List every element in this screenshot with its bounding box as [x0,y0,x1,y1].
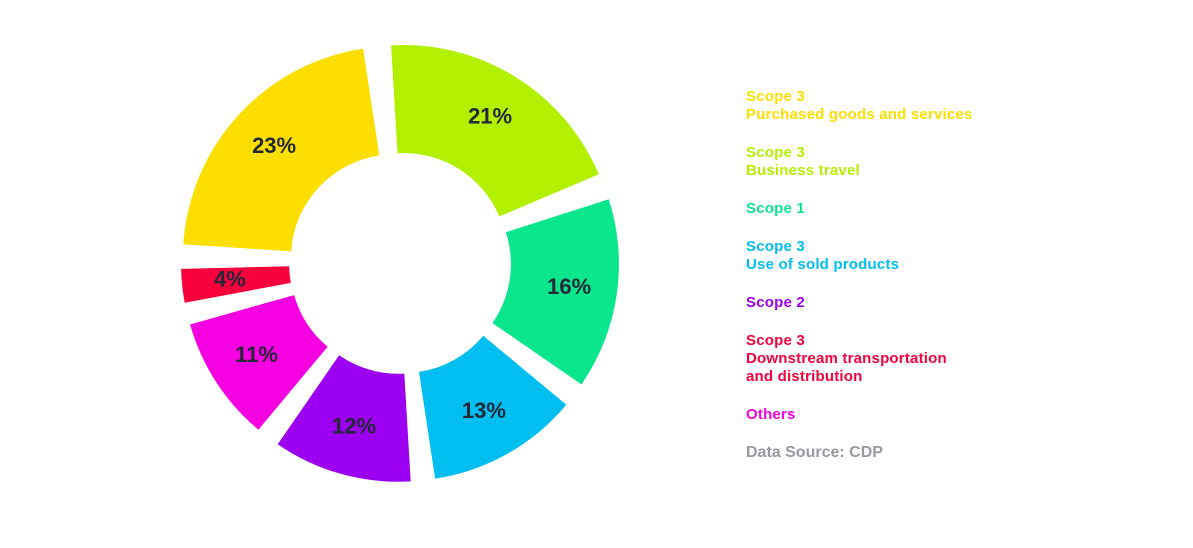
legend-item-label: Use of sold products [746,256,900,273]
legend-item: Others [746,406,1076,424]
donut-slice [391,45,599,217]
legend-item-label: Purchased goods and services [746,106,973,123]
donut-slice [183,48,380,252]
donut-slice [190,295,328,430]
legend-item-label: Business travel [746,162,860,179]
legend-item-label: Scope 1 [746,200,805,217]
slice-percentage-label: 21% [468,104,512,129]
slice-percentage-label: 12% [332,414,376,439]
donut-slice [419,335,567,479]
legend-item: Scope 3 Downstream transportation and dist… [746,332,1076,386]
legend-item: Scope 1 [746,200,1076,218]
legend-item-label: Others [746,406,796,423]
legend: Scope 3 Purchased goods and services Scope… [746,88,1076,462]
legend-item-label: and distribution [746,368,863,385]
legend-item: Scope 3 Use of sold products [746,238,1076,274]
legend-item-label: Scope 3 [746,144,805,161]
donut-slice [277,355,411,482]
data-source-label: Data Source: CDP [746,444,883,461]
slice-percentage-label: 16% [547,274,591,299]
slice-percentage-label: 13% [462,398,506,423]
legend-item: Scope 2 [746,294,1076,312]
slice-percentage-label: 11% [235,342,278,367]
legend-item-label: Scope 2 [746,294,805,311]
slice-percentage-label: 4% [214,267,246,292]
donut-slice [492,199,619,385]
legend-item-label: Scope 3 [746,88,805,105]
legend-item: Scope 3 Purchased goods and services [746,88,1076,124]
slice-percentage-label: 23% [252,133,296,158]
legend-item-label: Downstream transportation [746,350,947,367]
donut-slice [181,266,291,303]
legend-item-label: Scope 3 [746,238,805,255]
legend-item-label: Scope 3 [746,332,805,349]
legend-item: Scope 3 Business travel [746,144,1076,180]
